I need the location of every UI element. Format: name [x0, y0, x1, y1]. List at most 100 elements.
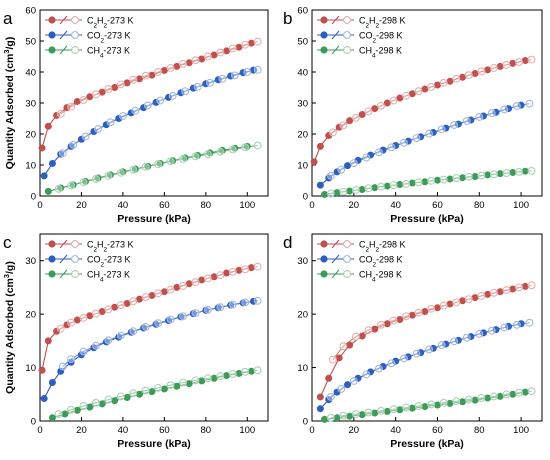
desorption-point [241, 298, 250, 307]
desorption-point [351, 410, 360, 419]
desorption-point [427, 400, 436, 409]
legend-marker-desorption [343, 46, 351, 54]
legend-label-subscript: 2 [366, 22, 370, 29]
desorption-point [228, 300, 237, 309]
legend-label-subscript: 2 [94, 22, 98, 29]
adsorption-point [459, 398, 467, 406]
legend-label: CH4-273 K [87, 45, 130, 59]
y-tick-label: 50 [297, 36, 308, 47]
adsorption-point [160, 66, 168, 74]
x-tick-label: 40 [390, 200, 401, 211]
adsorption-point [148, 388, 156, 396]
desorption-point [79, 313, 88, 322]
series-C2H2-298 K [316, 281, 536, 401]
adsorption-point [471, 172, 479, 180]
adsorption-point [177, 89, 185, 97]
legend-entry: CO2-273 K [45, 30, 131, 44]
desorption-point [79, 402, 88, 410]
desorption-point [253, 296, 262, 305]
adsorption-point [185, 280, 193, 288]
legend-label-subscript: 2 [376, 22, 380, 29]
adsorption-point [371, 184, 379, 192]
desorption-point [179, 154, 187, 163]
adsorption-point [44, 122, 52, 130]
desorption-point [67, 405, 76, 414]
desorption-point [216, 48, 225, 57]
y-axis-title-part: /g) [4, 261, 16, 274]
desorption-point [450, 337, 459, 346]
legend-marker-adsorption [320, 255, 328, 263]
desorption-point [374, 364, 383, 373]
adsorption-point [111, 84, 119, 92]
desorption-point [487, 326, 496, 335]
series-CH4-298 K [321, 166, 536, 198]
y-tick-label: 10 [25, 160, 36, 171]
adsorption-point [135, 295, 143, 303]
desorption-point [166, 381, 175, 390]
adsorption-point [48, 379, 56, 387]
y-tick-label: 10 [25, 363, 36, 374]
adsorption-point [123, 79, 131, 87]
desorption-point [400, 138, 408, 147]
legend-marker-adsorption [320, 46, 328, 54]
legend-label-part: CO [87, 30, 101, 40]
desorption-point [339, 187, 348, 196]
desorption-point [337, 165, 346, 174]
legend-label-part: -298 K [376, 30, 403, 40]
y-axis-title: Quantity Adsorbed (cm3/g) [2, 37, 17, 170]
desorption-point [377, 101, 385, 110]
desorption-point [216, 271, 225, 280]
desorption-point [179, 378, 187, 387]
desorption-point [141, 293, 150, 301]
adsorption-point [321, 190, 329, 198]
desorption-point [81, 132, 90, 141]
desorption-point [228, 267, 237, 276]
desorption-point [462, 333, 471, 342]
adsorption-point [333, 168, 341, 176]
x-tick-label: 20 [76, 425, 87, 436]
adsorption-point [396, 315, 404, 323]
y-axis-title-part: Quantity Adsorbed (cm [4, 54, 16, 170]
panel-letter: c [3, 233, 12, 252]
adsorption-point [86, 312, 94, 320]
desorption-point [364, 326, 373, 335]
adsorption-point [335, 123, 343, 131]
legend-slash [59, 254, 68, 264]
desorption-point [203, 274, 212, 283]
legend-label-subscript: 4 [372, 276, 376, 283]
legend-label-part: -298 K [376, 269, 403, 279]
desorption-point [154, 289, 163, 298]
desorption-point [166, 64, 175, 72]
adsorption-point [61, 410, 69, 418]
adsorption-point [198, 377, 206, 385]
desorption-point [241, 265, 250, 274]
desorption-point [154, 160, 163, 169]
legend-label: CO2-298 K [359, 30, 403, 44]
plot-frame [311, 233, 543, 422]
desorption-point [253, 65, 262, 74]
desorption-line [332, 59, 532, 133]
desorption-point [206, 78, 214, 87]
desorption-point [500, 323, 509, 332]
desorption-point [92, 309, 100, 318]
adsorption-point [383, 320, 391, 328]
desorption-point [377, 320, 385, 329]
desorption-point [475, 329, 484, 338]
desorption-point [527, 55, 536, 64]
desorption-point [527, 387, 536, 396]
desorption-point [116, 392, 125, 401]
y-tick-label: 30 [297, 256, 308, 267]
adsorption-point [371, 325, 379, 333]
adsorption-point [210, 51, 218, 59]
adsorption-point [496, 170, 504, 178]
desorption-line [62, 69, 258, 154]
legend-label: CH4-298 K [359, 269, 402, 283]
adsorption-point [484, 66, 492, 74]
adsorption-point [379, 146, 387, 154]
y-tick-label: 20 [25, 129, 36, 140]
legend-label: CO2-273 K [87, 30, 131, 44]
desorption-point [515, 167, 523, 176]
legend-marker-desorption [71, 255, 79, 263]
desorption-point [104, 85, 113, 94]
desorption-point [339, 342, 348, 351]
